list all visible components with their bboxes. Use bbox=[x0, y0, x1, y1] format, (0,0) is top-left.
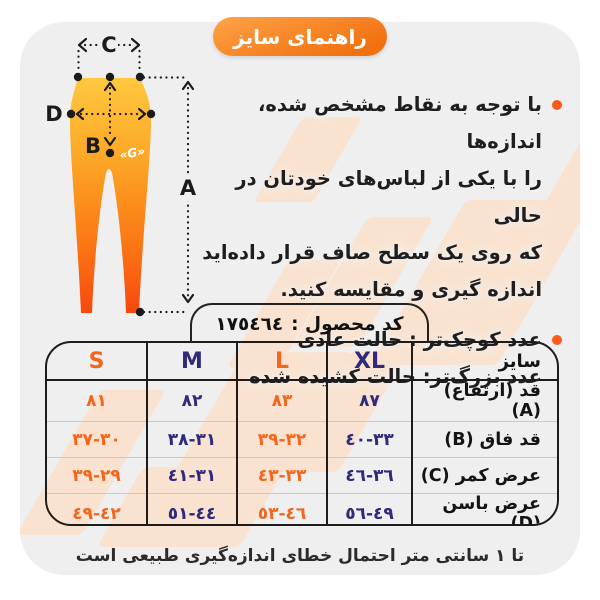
cell-waist-l: ٣٣-٤٣ bbox=[236, 457, 327, 494]
table-row-hip: عرض باسن (D) ٤٩-٥٦ ٤٦-٥٣ ٤٤-٥١ ٤٢-٤٩ bbox=[47, 493, 557, 524]
cell-crotch-s: ٣٠-٣٧ bbox=[47, 421, 147, 458]
cell-waist-m: ٣١-٤١ bbox=[146, 457, 237, 494]
col-header-l: L bbox=[236, 343, 327, 381]
product-code-pill: کد محصول : ١٧٥٤٦٤ bbox=[190, 303, 429, 343]
page-title: راهنمای سایز bbox=[233, 24, 367, 49]
cell-crotch-m: ٣١-٣٨ bbox=[146, 421, 237, 458]
brand-logo-on-leggings: «G» bbox=[119, 144, 147, 162]
cell-waist-s: ٢٩-٣٩ bbox=[47, 457, 147, 494]
table-row-waist: عرض کمر (C) ٣٦-٤٦ ٣٣-٤٣ ٣١-٤١ ٢٩-٣٩ bbox=[47, 457, 557, 494]
leggings-shape bbox=[70, 78, 151, 313]
product-code-label: کد محصول : bbox=[291, 313, 404, 335]
cell-hip-xl: ٤٩-٥٦ bbox=[326, 493, 412, 524]
measure-d-label: D bbox=[45, 102, 62, 126]
cell-height-m: ٨٢ bbox=[146, 380, 237, 422]
table-row-height: قد (ارتفاع) (A) ٨٧ ٨٣ ٨٢ ٨١ bbox=[47, 380, 557, 422]
measurement-error-note: تا ١ سانتی متر احتمال خطای اندازه‌گیری ط… bbox=[75, 546, 525, 566]
measure-b-label: B bbox=[85, 134, 101, 158]
measure-d-arrow bbox=[75, 107, 147, 121]
leggings-measurement-diagram: «G» bbox=[45, 33, 199, 317]
cell-hip-l: ٤٦-٥٣ bbox=[236, 493, 327, 524]
instruction-text-1: با توجه به نقاط مشخص شده، اندازه‌ها را ب… bbox=[202, 93, 542, 301]
row-label-waist-c: عرض کمر (C) bbox=[411, 457, 557, 494]
measure-a-arrow bbox=[142, 80, 195, 314]
cell-height-l: ٨٣ bbox=[236, 380, 327, 422]
size-table: سایز XL L M S قد (ارتفاع) (A) ٨٧ ٨٣ ٨٢ ٨… bbox=[45, 341, 559, 526]
measure-b-arrow bbox=[103, 81, 117, 147]
col-header-m: M bbox=[146, 343, 237, 381]
product-code-value: ١٧٥٤٦٤ bbox=[215, 313, 284, 335]
cell-waist-xl: ٣٦-٤٦ bbox=[326, 457, 412, 494]
row-label-hip-d: عرض باسن (D) bbox=[411, 493, 557, 524]
size-guide-card: «G» bbox=[20, 22, 580, 575]
size-header-label: سایز bbox=[411, 343, 557, 381]
cell-crotch-l: ٣٢-٣٩ bbox=[236, 421, 327, 458]
cell-hip-s: ٤٢-٤٩ bbox=[72, 504, 121, 524]
cell-hip-m: ٤٤-٥١ bbox=[146, 493, 237, 524]
table-header-row: سایز XL L M S bbox=[47, 343, 557, 381]
measurement-points bbox=[66, 72, 156, 317]
instruction-bullet-1: با توجه به نقاط مشخص شده، اندازه‌ها را ب… bbox=[190, 86, 562, 308]
measure-c-arrow bbox=[77, 37, 141, 75]
table-row-crotch: قد فاق (B) ٣٣-٤٠ ٣٢-٣٩ ٣١-٣٨ ٣٠-٣٧ bbox=[47, 421, 557, 458]
col-header-xl: XL bbox=[326, 343, 412, 381]
col-header-s: S bbox=[47, 343, 147, 381]
measure-a-label: A bbox=[180, 176, 197, 200]
bullet-dot-icon bbox=[552, 100, 562, 110]
title-pill: راهنمای سایز bbox=[213, 17, 387, 56]
cell-crotch-xl: ٣٣-٤٠ bbox=[326, 421, 412, 458]
cell-height-xl: ٨٧ bbox=[326, 380, 412, 422]
row-label-crotch-b: قد فاق (B) bbox=[411, 421, 557, 458]
cell-height-s: ٨١ bbox=[47, 380, 147, 422]
row-label-height-a: قد (ارتفاع) (A) bbox=[411, 380, 557, 422]
bullet-dot-icon bbox=[552, 335, 562, 345]
measure-c-label: C bbox=[101, 33, 116, 57]
